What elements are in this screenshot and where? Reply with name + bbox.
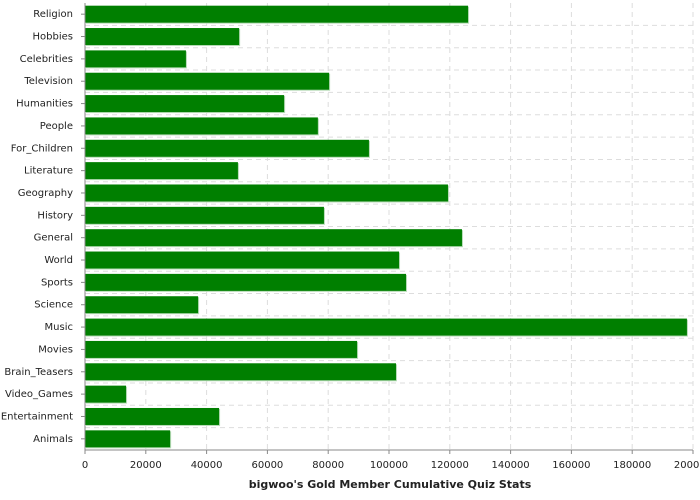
y-tick-label: Movies (38, 344, 73, 355)
bar (85, 5, 469, 23)
bar (85, 139, 369, 157)
y-tick-label: Brain_Teasers (4, 367, 73, 378)
y-tick-label: Entertainment (1, 411, 73, 422)
x-tick-label: 100000 (370, 460, 408, 471)
bar (85, 229, 462, 247)
x-tick-label: 20000 (130, 460, 162, 471)
y-tick-label: Animals (33, 434, 73, 445)
y-tick-label: For_Children (11, 143, 73, 154)
y-tick-label: Hobbies (33, 32, 73, 43)
bar (85, 117, 318, 135)
bar (85, 340, 358, 358)
bar (85, 407, 220, 425)
bar (85, 95, 285, 113)
bar (85, 318, 687, 336)
x-tick-label: 160000 (552, 460, 590, 471)
y-tick-label: Science (34, 300, 73, 311)
bar (85, 162, 238, 180)
y-tick-label: Sports (41, 277, 73, 288)
bar (85, 251, 400, 269)
y-tick-label: Television (23, 76, 73, 87)
x-axis-title: bigwoo's Gold Member Cumulative Quiz Sta… (249, 478, 532, 491)
bar (85, 72, 330, 90)
bar (85, 206, 324, 224)
y-tick-label: General (34, 233, 73, 244)
x-tick-label: 120000 (431, 460, 469, 471)
bar (85, 296, 199, 314)
bar (85, 430, 171, 448)
y-tick-label: Religion (33, 9, 73, 20)
y-tick-label: People (40, 121, 73, 132)
x-tick-label: 180000 (613, 460, 651, 471)
bar (85, 50, 186, 68)
y-tick-label: Video_Games (5, 389, 73, 400)
y-tick-label: History (37, 210, 73, 221)
y-tick-label: World (44, 255, 73, 266)
x-tick-label: 80000 (312, 460, 344, 471)
x-tick-label: 0 (82, 460, 88, 471)
y-tick-label: Music (45, 322, 73, 333)
bar (85, 273, 407, 291)
x-tick-label: 40000 (191, 460, 223, 471)
bar (85, 385, 127, 403)
y-tick-label: Geography (18, 188, 73, 199)
y-tick-label: Humanities (16, 99, 73, 110)
bar (85, 184, 448, 202)
y-tick-label: Literature (24, 166, 73, 177)
x-tick-label: 200000 (674, 460, 700, 471)
bar (85, 363, 396, 381)
x-tick-label: 140000 (492, 460, 530, 471)
x-tick-label: 60000 (251, 460, 283, 471)
y-tick-label: Celebrities (20, 54, 73, 65)
bar (85, 28, 240, 46)
